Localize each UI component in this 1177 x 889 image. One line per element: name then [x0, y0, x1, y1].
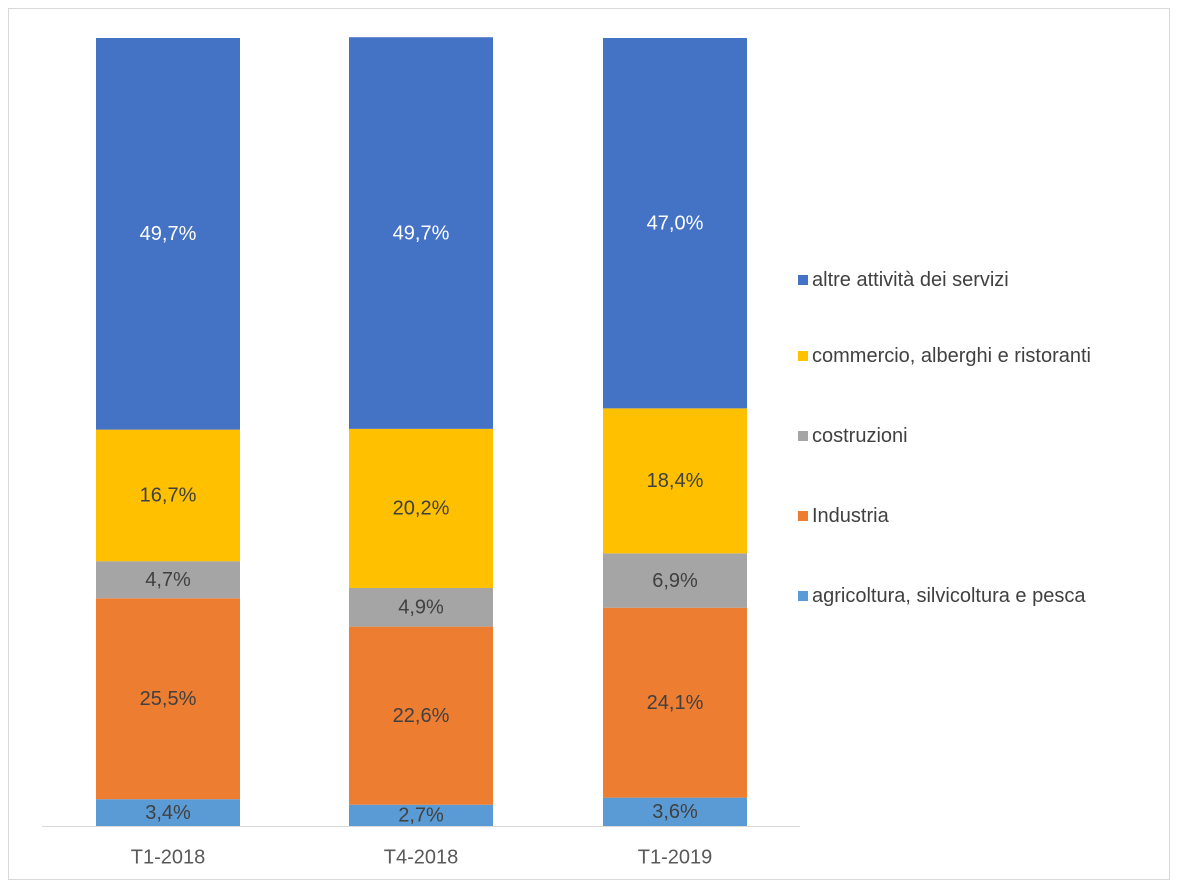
- bar-segment: [349, 804, 493, 826]
- bar-segment: [96, 429, 240, 562]
- bar-segment: [96, 799, 240, 826]
- bar-segment: [603, 607, 747, 798]
- data-label: 25,5%: [140, 688, 197, 710]
- data-label: 6,9%: [652, 570, 698, 592]
- bar-segment: [96, 561, 240, 599]
- data-label: 3,4%: [145, 802, 191, 824]
- bar-segment: [603, 797, 747, 826]
- data-label: 4,7%: [145, 569, 191, 591]
- bar-segment: [603, 408, 747, 554]
- legend-item: altre attività dei servizi: [798, 264, 1168, 296]
- data-label: 16,7%: [140, 485, 197, 507]
- data-label: 4,9%: [398, 597, 444, 619]
- data-label: 18,4%: [647, 470, 704, 492]
- data-label: 24,1%: [647, 692, 704, 714]
- legend-item: agricoltura, silvicoltura e pesca: [798, 580, 1168, 612]
- data-label: 49,7%: [393, 222, 450, 244]
- legend-item: commercio, alberghi e ristoranti: [798, 340, 1168, 372]
- x-tick-label: T1-2018: [131, 846, 206, 868]
- legend-swatch: [798, 275, 808, 285]
- legend-label: altre attività dei servizi: [812, 269, 1009, 291]
- legend-item: Industria: [798, 500, 1168, 532]
- data-label: 22,6%: [393, 705, 450, 727]
- legend-label: costruzioni: [812, 425, 908, 447]
- bar-segment: [349, 588, 493, 627]
- data-label: 2,7%: [398, 805, 444, 827]
- bar-segment: [349, 37, 493, 429]
- x-tick-label: T1-2019: [638, 846, 713, 868]
- data-label: 3,6%: [652, 801, 698, 823]
- bar-segment: [603, 38, 747, 409]
- x-tick-label: T4-2018: [384, 846, 459, 868]
- legend-swatch: [798, 511, 808, 521]
- legend-label: Industria: [812, 505, 889, 527]
- bar-segment: [96, 38, 240, 430]
- data-label: 49,7%: [140, 223, 197, 245]
- bar-segment: [96, 598, 240, 800]
- legend-item: costruzioni: [798, 420, 1168, 452]
- legend-swatch: [798, 351, 808, 361]
- legend-label: agricoltura, silvicoltura e pesca: [812, 585, 1086, 607]
- legend-swatch: [798, 591, 808, 601]
- data-label: 47,0%: [647, 212, 704, 234]
- bar-segment: [349, 428, 493, 589]
- legend-swatch: [798, 431, 808, 441]
- bar-segment: [349, 626, 493, 805]
- legend-label: commercio, alberghi e ristoranti: [812, 345, 1091, 367]
- data-label: 20,2%: [393, 498, 450, 520]
- bar-segment: [603, 553, 747, 608]
